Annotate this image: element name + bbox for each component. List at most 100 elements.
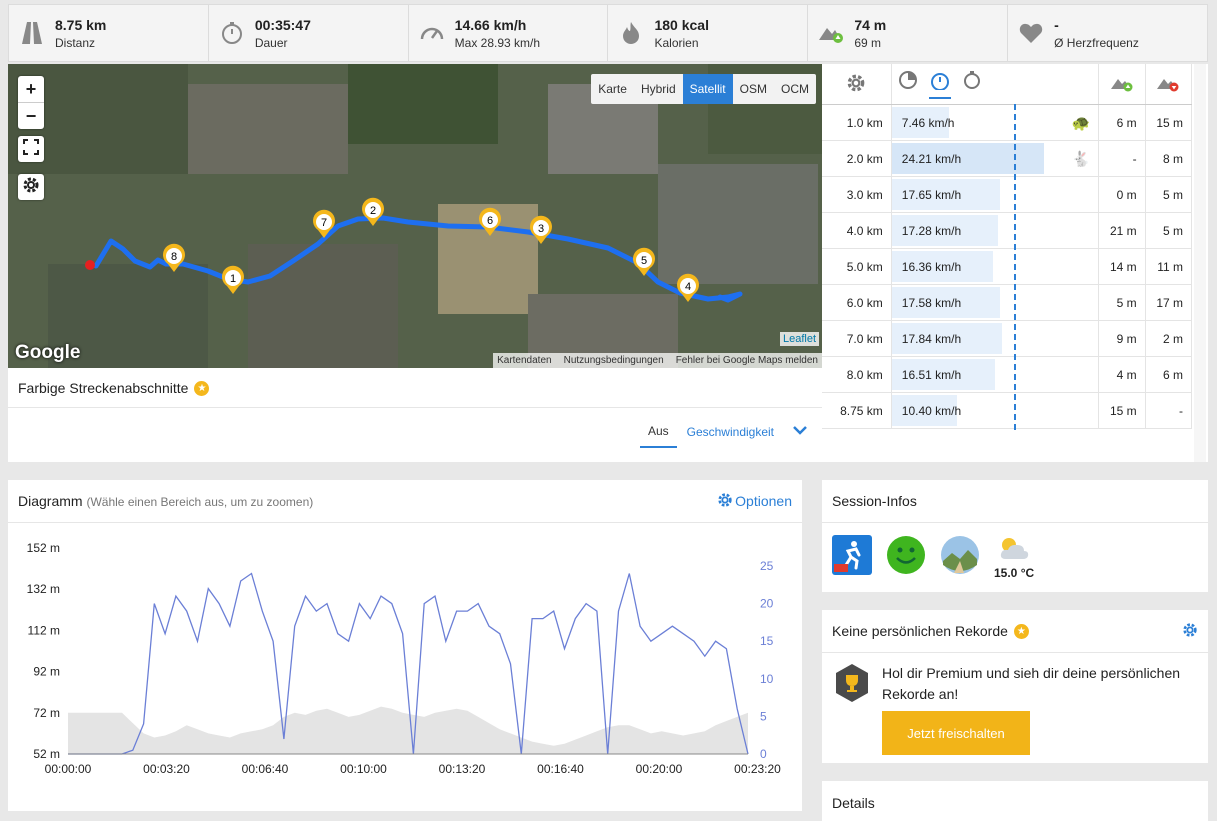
layer-satellit[interactable]: Satellit xyxy=(682,74,733,104)
lap-speed: 16.36 km/h xyxy=(901,259,962,274)
records-title: Keine persönlichen Rekorde xyxy=(832,623,1008,639)
layer-ocm[interactable]: OCM xyxy=(781,82,809,96)
y-right-tick: 5 xyxy=(760,709,767,723)
elevation-speed-chart[interactable]: 52 m 72 m 92 m 112 m 132 m 152 m 0 5 10 15 20 25 00:… xyxy=(8,522,802,811)
speed-bar-fill xyxy=(891,179,1000,210)
route-marker-4[interactable]: 4 xyxy=(677,273,700,302)
elevation-area xyxy=(68,706,748,754)
map-view[interactable]: 1 2 3 4 5 6 7 8 + − Karte Hybrid Satellit OSM O… xyxy=(8,64,822,368)
attribution-report[interactable]: Fehler bei Google Maps melden xyxy=(675,355,818,366)
route-marker-6[interactable]: 6 xyxy=(479,207,502,236)
lap-elevation-down: 2 m xyxy=(1145,320,1193,357)
stat-label: 69 m xyxy=(854,35,881,50)
speed-bar-fill xyxy=(891,359,995,390)
lap-elevation-up: 0 m xyxy=(1098,176,1146,213)
speed-line xyxy=(68,572,749,755)
marker-label: 2 xyxy=(370,205,376,217)
y-right-tick: 25 xyxy=(760,559,774,573)
lap-speed: 17.84 km/h xyxy=(901,331,962,346)
lap-speed: 17.65 km/h xyxy=(901,187,962,202)
y-left-tick: 152 m xyxy=(27,541,60,555)
session-infos-card: Session-Infos 15.0 °C xyxy=(822,480,1208,592)
attribution-map-data[interactable]: Kartendaten xyxy=(497,355,552,366)
chart-options-button[interactable]: Optionen xyxy=(717,492,792,511)
y-right-tick: 0 xyxy=(760,747,767,761)
lap-elevation-up: 4 m xyxy=(1098,356,1146,393)
laps-settings[interactable] xyxy=(822,64,892,105)
marker-label: 7 xyxy=(321,217,327,229)
stat-value: 8.75 km xyxy=(55,16,107,33)
stat-distance: 8.75 km Distanz xyxy=(9,5,209,61)
marker-label: 1 xyxy=(230,273,236,285)
lap-row[interactable]: 1.0 km 7.46 km/h 🐢 6 m 15 m xyxy=(822,104,1193,141)
stat-label: Distanz xyxy=(55,35,96,50)
stopwatch-icon[interactable] xyxy=(962,70,982,93)
speedometer-icon[interactable] xyxy=(929,72,952,99)
google-logo: Google xyxy=(15,342,81,363)
lap-speed: 16.51 km/h xyxy=(901,367,962,382)
lap-elevation-down: 17 m xyxy=(1145,284,1193,321)
surface-trail-icon xyxy=(940,535,980,580)
lap-elevation-up: 5 m xyxy=(1098,284,1146,321)
unlock-button[interactable]: Jetzt freischalten xyxy=(882,711,1030,755)
chart-card: Diagramm (Wähle einen Bereich aus, um zu… xyxy=(8,480,802,811)
zoom-out-button[interactable]: − xyxy=(25,105,37,126)
tab-aus[interactable]: Aus xyxy=(639,422,677,448)
leaflet-link[interactable]: Leaflet xyxy=(779,332,819,346)
elevation-up-icon xyxy=(1098,64,1146,105)
laps-table: 1.0 km 7.46 km/h 🐢 6 m 15 m 2.0 km 24.21 km/h 🐇… xyxy=(822,64,1193,429)
star-icon: ★ xyxy=(1013,623,1029,639)
speed-bar-fill xyxy=(891,251,993,282)
fullscreen-button[interactable] xyxy=(18,136,44,162)
premium-text: Hol dir Premium und sieh dir deine persö… xyxy=(882,665,1181,702)
lap-distance: 4.0 km xyxy=(822,212,892,249)
lap-elevation-up: - xyxy=(1098,140,1146,177)
stat-speed: 14.66 km/h Max 28.93 km/h xyxy=(409,5,609,61)
temperature: 15.0 °C xyxy=(994,566,1035,580)
marker-label: 4 xyxy=(685,281,691,293)
route-marker-3[interactable]: 3 xyxy=(530,215,552,244)
route-marker-5[interactable]: 5 xyxy=(633,247,655,276)
laps-scrollbar[interactable] xyxy=(1194,64,1206,462)
segment-tabs: Aus Geschwindigkeit xyxy=(639,422,808,448)
lap-row[interactable]: 6.0 km 17.58 km/h 5 m 17 m xyxy=(822,284,1193,321)
pace-icon[interactable] xyxy=(898,70,918,93)
layer-hybrid[interactable]: Hybrid xyxy=(640,82,676,96)
lap-speed: 17.28 km/h xyxy=(901,223,962,238)
stat-value: 180 kcal xyxy=(654,16,709,33)
attribution-terms[interactable]: Nutzungsbedingungen xyxy=(563,355,664,366)
lap-row[interactable]: 5.0 km 16.36 km/h 14 m 11 m xyxy=(822,248,1193,285)
map-settings-button[interactable] xyxy=(18,174,44,200)
y-left-tick: 112 m xyxy=(28,623,60,637)
lap-row[interactable]: 8.75 km 10.40 km/h 15 m- xyxy=(822,392,1193,429)
lap-elevation-down: 11 m xyxy=(1145,248,1193,285)
lap-elevation-up: 21 m xyxy=(1098,212,1146,249)
x-tick: 00:03:20 xyxy=(143,762,190,776)
gear-icon[interactable] xyxy=(1182,622,1198,641)
route-marker-2[interactable]: 2 xyxy=(362,197,384,226)
lap-distance: 1.0 km xyxy=(822,104,892,141)
stat-value: 00:35:47 xyxy=(254,16,311,33)
stat-value: 14.66 km/h xyxy=(454,16,527,33)
stat-duration: 00:35:47 Dauer xyxy=(209,5,409,61)
tab-geschwindigkeit[interactable]: Geschwindigkeit xyxy=(686,425,774,439)
layer-karte[interactable]: Karte xyxy=(598,82,627,96)
layer-osm[interactable]: OSM xyxy=(739,82,767,96)
route-marker-7[interactable]: 7 xyxy=(313,209,336,238)
route-marker-1[interactable]: 1 xyxy=(222,265,245,294)
zoom-in-button[interactable]: + xyxy=(18,76,44,103)
lap-distance: 8.75 km xyxy=(822,392,892,429)
lap-elevation-down: 5 m xyxy=(1145,212,1193,249)
segments-title: Farbige Streckenabschnitte ★ xyxy=(18,380,210,396)
lap-speed-bar: 10.40 km/h xyxy=(891,392,1100,429)
marker-label: 5 xyxy=(641,255,647,267)
route-marker-8[interactable]: 8 xyxy=(163,243,186,272)
chevron-down-icon[interactable] xyxy=(792,422,808,448)
marker-label: 3 xyxy=(538,223,544,235)
lap-row[interactable]: 2.0 km 24.21 km/h 🐇 -8 m xyxy=(822,140,1193,177)
y-right-tick: 15 xyxy=(760,634,774,648)
